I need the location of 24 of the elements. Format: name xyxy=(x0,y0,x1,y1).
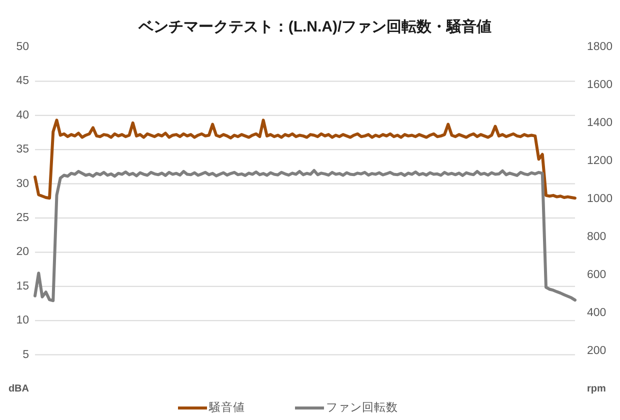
y2-tick-label: 400 xyxy=(587,307,606,319)
y-tick-label: 10 xyxy=(16,314,29,327)
y-tick-label: 25 xyxy=(16,212,29,224)
y-tick-label: 20 xyxy=(16,246,29,258)
y-tick-label: dBA xyxy=(8,384,29,394)
y2-tick-label: 600 xyxy=(587,269,606,281)
y-tick-label: 30 xyxy=(16,178,29,190)
y2-tick-label: 1200 xyxy=(587,155,613,167)
y2-tick-label: 1400 xyxy=(587,117,613,129)
legend-label: 騒音値 xyxy=(208,400,245,414)
y2-tick-label: 1000 xyxy=(587,193,613,205)
chart-title: ベンチマークテスト：(L.N.A)/ファン回転数・騒音値 xyxy=(137,18,492,36)
y2-tick-label: 800 xyxy=(587,231,606,243)
y-tick-label: 50 xyxy=(16,41,29,53)
y2-tick-label: 1600 xyxy=(587,79,613,91)
y2-tick-label: rpm xyxy=(587,384,606,394)
y-tick-label: 15 xyxy=(16,280,29,292)
y-tick-label: 5 xyxy=(22,348,29,361)
y2-tick-label: 1800 xyxy=(587,41,613,53)
y2-tick-label: 200 xyxy=(587,345,606,357)
legend-label: ファン回転数 xyxy=(326,401,398,414)
y-tick-label: 35 xyxy=(16,144,29,156)
y-tick-label: 40 xyxy=(16,109,29,122)
y-tick-label: 45 xyxy=(16,75,29,88)
